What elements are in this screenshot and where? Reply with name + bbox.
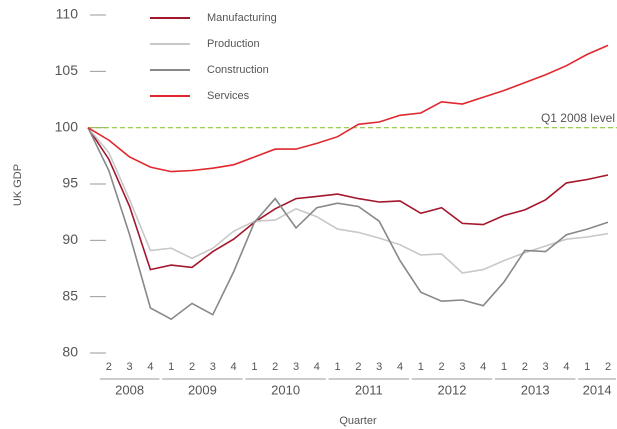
x-tick-label: 3	[210, 361, 216, 373]
x-axis-label: Quarter	[339, 415, 377, 427]
x-tick-label: 1	[501, 361, 507, 373]
year-label: 2013	[521, 382, 550, 397]
year-label: 2009	[188, 382, 217, 397]
y-tick-label: 100	[55, 118, 79, 134]
x-tick-label: 3	[543, 361, 549, 373]
series-line	[87, 44, 609, 173]
series-line	[87, 127, 609, 321]
x-tick-label: 2	[189, 361, 195, 373]
series-line	[87, 127, 609, 271]
x-tick-label: 1	[168, 361, 174, 373]
y-tick-label: 90	[62, 231, 78, 247]
y-axis-label: UK GDP	[12, 164, 24, 206]
year-label: 2011	[355, 382, 383, 397]
year-label: 2012	[438, 382, 467, 397]
x-tick-label: 3	[376, 361, 382, 373]
series-line	[87, 127, 609, 274]
x-tick-label: 4	[480, 361, 486, 373]
x-tick-label: 1	[418, 361, 424, 373]
x-tick-label: 4	[563, 361, 569, 373]
x-tick-label: 2	[106, 361, 112, 373]
reference-label: Q1 2008 level	[541, 111, 615, 125]
y-tick-label: 110	[56, 6, 79, 22]
year-label: 2008	[115, 382, 144, 397]
x-tick-label: 2	[522, 361, 528, 373]
year-label: 2014	[583, 382, 612, 397]
x-tick-label: 3	[293, 361, 299, 373]
x-tick-label: 1	[584, 361, 590, 373]
x-tick-label: 4	[231, 361, 237, 373]
x-tick-label: 2	[439, 361, 445, 373]
y-tick-label: 95	[62, 175, 78, 191]
year-label: 2010	[271, 382, 300, 397]
legend-label: Construction	[207, 64, 269, 76]
x-tick-label: 4	[314, 361, 320, 373]
x-tick-label: 2	[272, 361, 278, 373]
x-tick-label: 4	[147, 361, 153, 373]
x-tick-label: 3	[459, 361, 465, 373]
y-tick-label: 85	[62, 287, 78, 303]
x-tick-label: 4	[397, 361, 403, 373]
y-tick-label: 105	[55, 62, 79, 78]
legend-label: Manufacturing	[207, 12, 277, 24]
x-tick-label: 2	[355, 361, 361, 373]
legend-label: Production	[207, 38, 260, 50]
x-tick-label: 3	[127, 361, 133, 373]
x-tick-label: 2	[605, 361, 611, 373]
y-tick-label: 80	[62, 344, 78, 360]
x-tick-label: 1	[251, 361, 257, 373]
legend-label: Services	[207, 90, 250, 102]
x-tick-label: 1	[335, 361, 341, 373]
